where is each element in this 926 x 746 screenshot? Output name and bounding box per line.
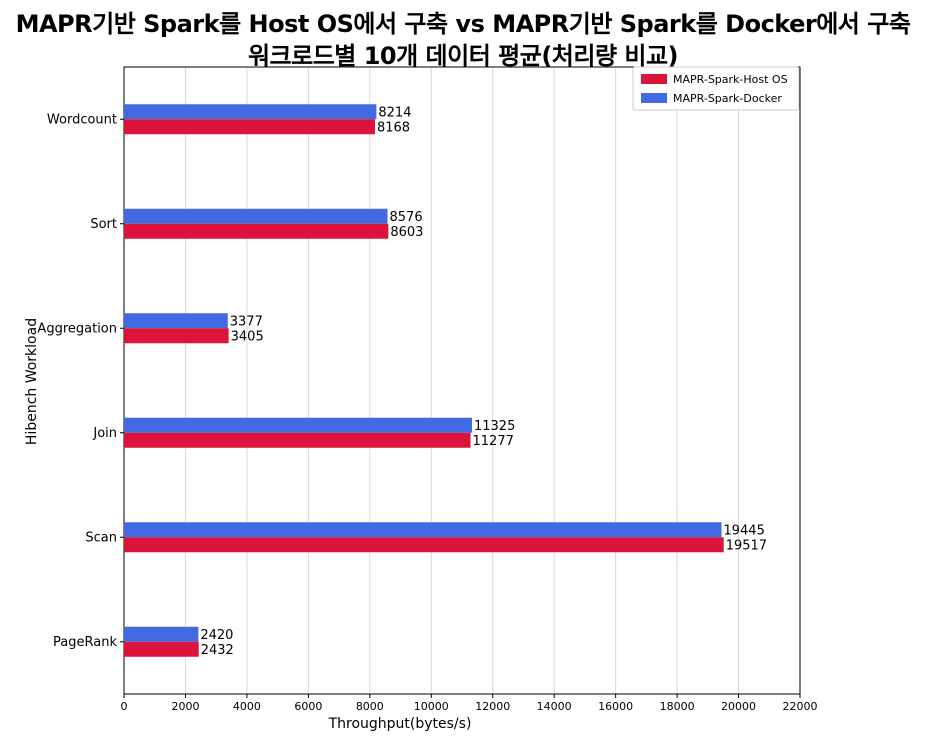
category-label: PageRank — [53, 635, 117, 650]
bar-host-os — [124, 223, 389, 239]
legend-swatch — [641, 93, 667, 103]
category-label: Sort — [90, 217, 117, 232]
bar-host-os — [124, 328, 229, 344]
legend-label: MAPR-Spark-Host OS — [673, 73, 788, 86]
bar-host-os — [124, 119, 375, 135]
category-label: Join — [92, 426, 117, 441]
chart-title: MAPR기반 Spark를 Host OS에서 구축 vs MAPR기반 Spa… — [15, 10, 911, 38]
data-label-host-os: 3405 — [231, 329, 264, 344]
legend-box — [632, 66, 800, 111]
x-tick-label: 18000 — [660, 700, 695, 713]
category-label: Wordcount — [47, 112, 117, 127]
data-label-docker: 11325 — [474, 419, 515, 434]
bar-docker — [124, 417, 472, 433]
category-label: Aggregation — [37, 321, 117, 336]
legend-label: MAPR-Spark-Docker — [673, 92, 782, 105]
x-tick-label: 4000 — [233, 700, 261, 713]
x-tick-label: 14000 — [537, 700, 572, 713]
bar-docker — [124, 104, 377, 120]
data-label-host-os: 19517 — [726, 538, 767, 553]
data-label-host-os: 8168 — [377, 120, 410, 135]
bar-docker — [124, 313, 228, 329]
x-tick-label: 0 — [121, 700, 128, 713]
data-label-host-os: 8603 — [390, 225, 423, 240]
x-tick-label: 6000 — [294, 700, 322, 713]
x-tick-label: 20000 — [721, 700, 756, 713]
x-tick-label: 22000 — [783, 700, 818, 713]
x-tick-label: 12000 — [475, 700, 510, 713]
data-label-docker: 19445 — [723, 523, 764, 538]
bar-host-os — [124, 537, 724, 553]
y-axis-title: Hibench Workload — [24, 318, 40, 445]
bar-host-os — [124, 641, 199, 657]
chart-subtitle: 워크로드별 10개 데이터 평균(처리량 비교) — [247, 42, 679, 70]
legend-swatch — [641, 74, 667, 84]
data-label-docker: 8576 — [390, 210, 423, 225]
data-label-host-os: 2432 — [201, 643, 234, 658]
bar-docker — [124, 522, 722, 538]
x-axis-title: Throughput(bytes/s) — [328, 716, 472, 732]
x-tick-label: 2000 — [171, 700, 199, 713]
data-label-docker: 2420 — [200, 628, 233, 643]
bar-docker — [124, 626, 199, 642]
x-tick-label: 16000 — [598, 700, 633, 713]
x-tick-label: 8000 — [356, 700, 384, 713]
data-label-docker: 3377 — [230, 314, 263, 329]
data-label-docker: 8214 — [378, 105, 411, 120]
bar-host-os — [124, 432, 471, 448]
plot-frame — [123, 66, 801, 695]
x-tick-label: 10000 — [414, 700, 449, 713]
bar-docker — [124, 208, 388, 224]
category-label: Scan — [85, 530, 117, 545]
data-label-host-os: 11277 — [473, 434, 514, 449]
